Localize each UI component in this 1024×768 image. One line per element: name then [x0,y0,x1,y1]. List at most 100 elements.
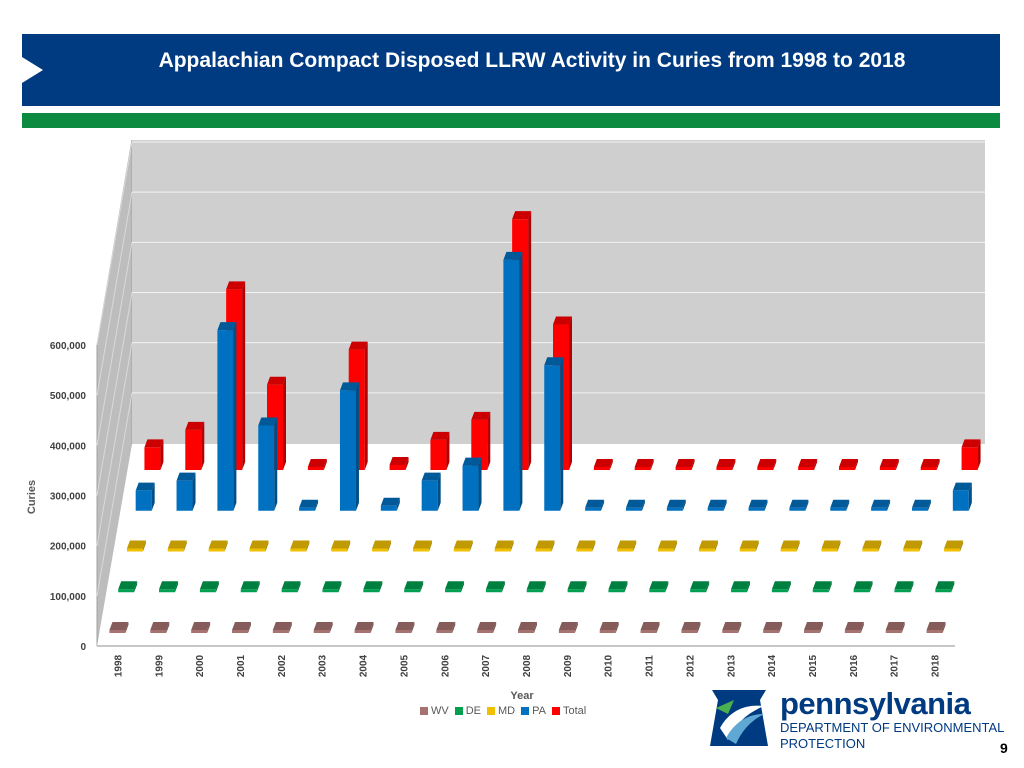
bar-side [201,421,205,470]
bar-side [601,499,605,511]
bar-front [625,507,642,511]
bar-wv-2007 [477,622,497,633]
bar-total-2014 [798,459,818,470]
bar-front [412,548,429,552]
gridline-side [96,192,133,396]
bar-front [731,589,748,593]
bar-top [118,581,138,590]
bar-top [512,211,532,220]
x-tick-label: 2008 [522,654,533,677]
bar-md-2001 [249,540,269,552]
bar-wv-2009 [558,622,578,633]
bar-side [192,472,196,511]
bar-front [789,507,806,511]
bar-top [436,622,456,630]
bar-top [494,540,514,549]
bar-wv-2012 [681,622,701,633]
bar-side [977,439,981,470]
bar-pa-1999 [176,472,196,511]
bar-total-2010 [634,459,654,470]
bar-side [256,581,260,593]
bar-md-2007 [494,540,514,552]
bar-wv-2006 [436,622,456,633]
bar-top [258,417,278,426]
bar-top [593,459,613,467]
bar-top [681,622,701,630]
bar-md-2004 [372,540,392,552]
bar-front [109,630,126,633]
bar-side [493,622,497,633]
bar-pa-2014 [789,499,809,511]
bar-side [691,459,695,470]
bar-front [862,548,879,552]
bar-pa-2008 [544,357,564,511]
bar-front [640,630,657,633]
x-tick-label: 1999 [154,654,165,677]
bar-pa-2018 [952,482,972,511]
x-tick-label: 2006 [440,654,451,677]
bar-de-2009 [567,581,587,593]
bar-side [420,581,424,593]
bar-side [207,622,211,633]
bar-md-2000 [208,540,228,552]
bar-side [233,322,237,511]
bar-total-2006 [471,411,491,470]
bar-pa-2010 [625,499,645,511]
bar-wv-2015 [804,622,823,633]
bar-front [804,630,820,633]
bar-side [747,581,751,593]
bar-side [779,622,783,633]
bar-de-2003 [322,581,342,593]
x-tick-label: 2009 [563,654,574,677]
bar-side [919,540,923,552]
bar-top [926,622,946,630]
bar-de-2013 [731,581,751,593]
bar-side [175,581,179,593]
bar-top [159,581,179,590]
bar-side [183,540,187,552]
bar-side [446,431,450,470]
bar-side [551,540,555,552]
bar-front [853,589,870,593]
bar-md-2002 [290,540,310,552]
bar-front [634,467,651,470]
gridline-side [96,141,133,346]
bar-side [379,581,383,593]
bar-side [755,540,759,552]
bar-top [879,459,899,467]
bar-wv-2002 [272,622,292,633]
bar-top [739,540,759,549]
bar-top [150,622,170,630]
chart-bars [109,211,981,633]
bar-front [879,467,896,470]
bar-de-2011 [649,581,669,593]
legend-swatch [521,707,530,715]
bar-front [331,548,348,552]
bar-front [322,589,339,593]
bar-side [968,482,972,511]
bar-front [176,480,193,511]
bar-front [526,589,543,593]
bar-wv-2001 [232,622,251,633]
bar-side [592,540,596,552]
bar-front [363,589,380,593]
bar-de-1998 [118,581,138,593]
bar-side [960,540,964,552]
bar-side [624,581,628,593]
bar-top [690,581,710,590]
bar-front [281,589,298,593]
bar-pa-1998 [135,482,155,511]
bar-top [313,622,333,630]
bar-de-2000 [199,581,219,593]
bar-front [126,548,143,552]
bar-front [935,589,952,593]
bar-side [411,622,415,633]
x-tick-label: 2016 [849,654,860,677]
bar-front [617,548,634,552]
bar-top [339,382,359,391]
bar-wv-2013 [722,622,742,633]
bar-de-2010 [608,581,628,593]
bar-top [462,457,482,466]
bar-total-1998 [144,439,164,470]
bar-side [224,540,228,552]
